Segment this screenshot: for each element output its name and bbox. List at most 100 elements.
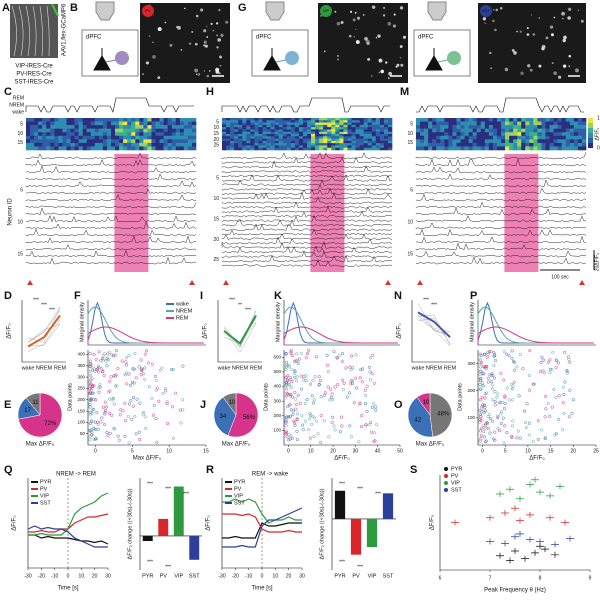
- data-point: [358, 401, 362, 405]
- heatmap-cell: [226, 124, 231, 128]
- cell-spot: [349, 10, 353, 13]
- trace: [221, 191, 393, 200]
- data-point: [528, 349, 532, 353]
- brain-outline: [11, 5, 17, 57]
- heatmap-cell: [179, 128, 185, 133]
- heatmap-cell: [581, 139, 587, 144]
- heatmap-cell: [278, 129, 284, 133]
- trace: [221, 219, 393, 227]
- heatmap-cell: [440, 128, 445, 133]
- heatmap-cell: [448, 139, 453, 144]
- cell-spot: [195, 73, 198, 75]
- heatmap-cell: [262, 140, 267, 144]
- heatmap-cell: [82, 142, 88, 147]
- label: Marginal density: [469, 302, 475, 342]
- heatmap-cell: [90, 139, 96, 144]
- heatmap-cell: [298, 124, 304, 128]
- heatmap-cell: [54, 135, 59, 140]
- heatmap-cell: [163, 118, 168, 122]
- heatmap-cell: [230, 140, 235, 144]
- heatmap-cell: [573, 128, 579, 133]
- data-point: [333, 385, 337, 389]
- heatmap-cell: [250, 120, 255, 123]
- panel-letter: R: [206, 464, 214, 476]
- heatmap-cell: [375, 138, 381, 142]
- mean-line: [27, 314, 61, 348]
- heatmap-cell: [319, 138, 324, 142]
- heatmap-cell: [290, 131, 296, 135]
- label: Max ΔF/F₀: [26, 442, 55, 448]
- heatmap-cell: [577, 125, 583, 129]
- heatmap-cell: [492, 139, 498, 144]
- label: 11: [32, 400, 39, 406]
- heatmap-cell: [375, 124, 381, 128]
- heatmap-cell: [62, 142, 67, 147]
- heatmap-cell: [331, 134, 336, 137]
- heatmap-cell: [476, 142, 482, 147]
- heatmap-cell: [187, 135, 193, 140]
- data-point: [99, 359, 103, 363]
- cell-spot: [399, 56, 402, 59]
- data-point: [480, 407, 484, 411]
- heatmap-cell: [311, 122, 316, 126]
- data-point: [104, 359, 108, 363]
- label: 10: [308, 448, 314, 454]
- label: ΔF/F₀: [12, 515, 18, 531]
- data-point: [478, 365, 483, 369]
- heatmap-cell: [311, 124, 316, 128]
- heatmap-cell: [505, 128, 510, 133]
- heatmap-cell: [242, 127, 247, 130]
- label: SST: [482, 8, 490, 13]
- heatmap-cell: [529, 135, 534, 140]
- data-point: [502, 350, 506, 354]
- heatmap-cell: [432, 118, 437, 122]
- heatmap-cell: [147, 125, 152, 129]
- heatmap-cell: [254, 122, 259, 126]
- heatmap-cell: [163, 128, 168, 133]
- heatmap-cell: [505, 118, 510, 122]
- heatmap-cell: [513, 125, 518, 129]
- heatmap-cell: [131, 135, 136, 140]
- heatmap-cell: [501, 132, 506, 137]
- data-point: [308, 412, 312, 416]
- data-point: [88, 373, 93, 377]
- data-point: [328, 398, 332, 402]
- scatter-point: [556, 483, 564, 490]
- heatmap-cell: [74, 121, 79, 126]
- cell-spot: [375, 37, 378, 39]
- heatmap-cell: [222, 127, 227, 130]
- heatmap-cell: [302, 134, 308, 137]
- heatmap-cell: [38, 135, 43, 140]
- heatmap-cell: [472, 125, 478, 129]
- data-point: [364, 393, 368, 397]
- data-point: [106, 358, 110, 362]
- data-point: [132, 381, 136, 385]
- heatmap-cell: [545, 128, 550, 133]
- data-point: [554, 365, 558, 369]
- heatmap-cell: [143, 132, 148, 137]
- cell-spot: [219, 55, 223, 59]
- heatmap-cell: [54, 146, 59, 151]
- data-point: [131, 367, 135, 371]
- badge: [480, 5, 492, 17]
- cell-spot: [550, 33, 554, 37]
- heatmap-cell: [258, 129, 263, 133]
- pyr-cell: [263, 48, 281, 71]
- heatmap-cell: [327, 124, 332, 128]
- heatmap-cell: [549, 118, 554, 122]
- heatmap-cell: [286, 131, 292, 135]
- data-point: [538, 370, 542, 374]
- heatmap-cell: [131, 125, 136, 129]
- heatmap-cell: [428, 118, 433, 122]
- heatmap-cell: [139, 121, 144, 126]
- heatmap-cell: [171, 128, 177, 133]
- heatmap-cell: [302, 122, 308, 126]
- data-point: [125, 363, 129, 367]
- label: NREM -> REM: [56, 472, 96, 478]
- axes: [411, 300, 456, 363]
- cell-spot: [495, 8, 499, 12]
- cell-spot: [399, 45, 403, 48]
- heatmap-cell: [78, 125, 83, 129]
- data-point: [567, 357, 571, 361]
- heatmap-cell: [34, 142, 39, 147]
